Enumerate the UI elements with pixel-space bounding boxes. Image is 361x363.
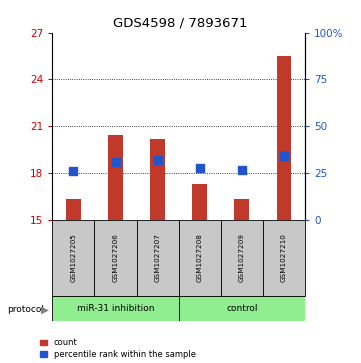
Bar xyxy=(136,220,179,296)
Point xyxy=(197,165,203,171)
Point xyxy=(239,167,245,173)
Point xyxy=(113,159,118,165)
Bar xyxy=(235,199,249,220)
Bar xyxy=(52,220,95,296)
Text: GDS4598 / 7893671: GDS4598 / 7893671 xyxy=(113,16,248,29)
Bar xyxy=(52,296,179,321)
Text: miR-31 inhibition: miR-31 inhibition xyxy=(77,304,154,313)
Bar xyxy=(263,220,305,296)
Text: GSM1027205: GSM1027205 xyxy=(70,233,77,282)
Text: GSM1027209: GSM1027209 xyxy=(239,233,245,282)
Point xyxy=(281,153,287,159)
Bar xyxy=(108,135,123,220)
Text: protocol: protocol xyxy=(7,305,44,314)
Text: GSM1027210: GSM1027210 xyxy=(281,233,287,282)
Text: GSM1027208: GSM1027208 xyxy=(197,233,203,282)
Text: ▶: ▶ xyxy=(41,304,49,314)
Bar xyxy=(179,296,305,321)
Text: GSM1027207: GSM1027207 xyxy=(155,233,161,282)
Text: GSM1027206: GSM1027206 xyxy=(113,233,118,282)
Text: control: control xyxy=(226,304,258,313)
Legend: count, percentile rank within the sample: count, percentile rank within the sample xyxy=(40,338,196,359)
Bar xyxy=(277,56,291,220)
Point xyxy=(155,158,161,163)
Bar xyxy=(192,184,207,220)
Bar xyxy=(179,220,221,296)
Bar xyxy=(66,199,81,220)
Bar xyxy=(95,220,136,296)
Point xyxy=(70,168,76,174)
Bar xyxy=(150,139,165,220)
Bar xyxy=(221,220,263,296)
